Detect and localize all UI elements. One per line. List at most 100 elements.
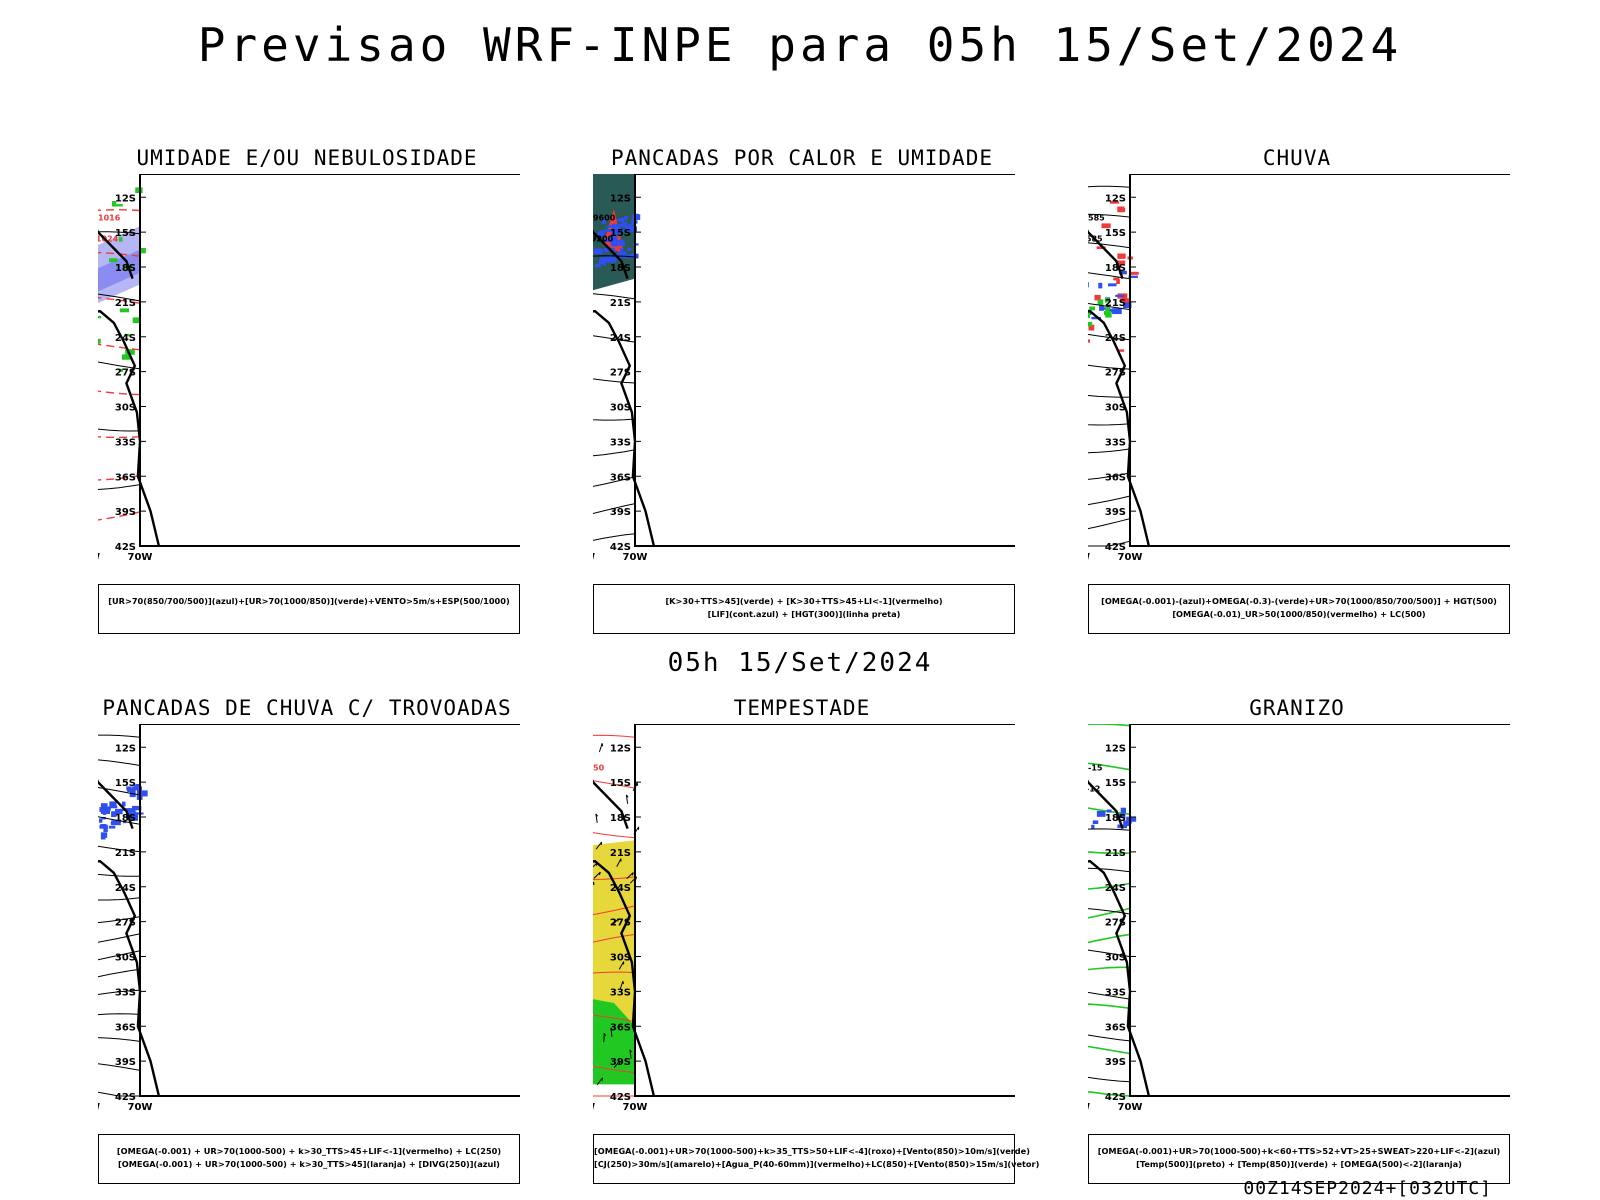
lat-tick-label: 39S bbox=[1105, 1057, 1126, 1068]
lat-tick-label: 30S bbox=[115, 403, 136, 414]
omega-blue bbox=[1091, 316, 1101, 320]
map-frame bbox=[1129, 724, 1510, 1097]
wind850-vector bbox=[595, 813, 598, 823]
lat-tick-label: 18S bbox=[115, 813, 136, 824]
lat-tick-label: 12S bbox=[115, 193, 136, 204]
rh-low-level-green bbox=[135, 187, 143, 194]
wind850-vector bbox=[595, 813, 599, 817]
omega-rh-red bbox=[1088, 339, 1091, 343]
page-title: Previsao WRF-INPE para 05h 15/Set/2024 bbox=[197, 18, 1403, 72]
omega-green bbox=[1105, 313, 1112, 318]
contour-label: 9600 bbox=[593, 214, 616, 223]
map-umidade: 1016101210161020102010121016102010201024… bbox=[98, 174, 520, 563]
divergence-blue bbox=[99, 807, 109, 812]
map-background bbox=[635, 724, 1015, 1096]
omega-rh-red bbox=[1121, 298, 1130, 303]
lon-tick-label: 65W bbox=[1088, 1102, 1090, 1113]
map-frame bbox=[634, 174, 1015, 547]
panel-title: UMIDADE E/OU NEBULOSIDADE bbox=[136, 146, 478, 170]
panel-title: GRANIZO bbox=[1249, 696, 1345, 720]
panel-trovoadas: PANCADAS DE CHUVA C/ TROVOADAS 12S 15S 18S… bbox=[72, 696, 542, 1184]
contour-label: 9200 bbox=[593, 234, 614, 243]
legend-line: [UR>70(850/700/500)](azul)+[UR>70(1000/8… bbox=[108, 596, 510, 606]
divergence-blue bbox=[124, 808, 133, 811]
lifted-index-contour bbox=[611, 247, 616, 253]
wind850-vector bbox=[625, 794, 629, 798]
omega-blue bbox=[1112, 308, 1122, 315]
divergence-blue bbox=[100, 803, 108, 808]
country-border bbox=[98, 779, 134, 830]
lat-tick-label: 24S bbox=[610, 883, 631, 894]
lat-tick-label: 18S bbox=[1105, 813, 1126, 824]
lifted-index-contour bbox=[621, 221, 628, 228]
divergence-blue bbox=[111, 814, 116, 817]
omega-green bbox=[1105, 307, 1110, 312]
map-frame bbox=[634, 724, 1015, 1097]
contour-label: -15 bbox=[1088, 764, 1103, 773]
rh-low-level-green bbox=[122, 354, 131, 360]
wind850-vector bbox=[629, 1049, 633, 1053]
panel-title: CHUVA bbox=[1262, 146, 1332, 170]
lat-tick-label: 12S bbox=[115, 743, 136, 754]
rh-low-level-green bbox=[124, 333, 130, 337]
omega-green bbox=[1097, 299, 1104, 306]
rh-low-level-green bbox=[118, 368, 124, 372]
lifted-index-contour bbox=[618, 217, 625, 222]
lifted-index-contour bbox=[598, 259, 605, 265]
divergence-blue bbox=[111, 811, 117, 818]
lat-tick-label: 24S bbox=[1105, 333, 1126, 344]
hail-index-blue bbox=[1091, 824, 1095, 829]
contour-label: 585 bbox=[1088, 214, 1105, 223]
panel-legend: [OMEGA(-0.001)-(azul)+OMEGA(-0.3)-(verde… bbox=[1088, 584, 1510, 634]
lat-tick-label: 12S bbox=[610, 193, 631, 204]
rh-low-level-green bbox=[139, 248, 146, 254]
lat-tick-label: 36S bbox=[115, 1022, 136, 1033]
omega-rh-red bbox=[1101, 223, 1111, 229]
lat-tick-label: 18S bbox=[610, 813, 631, 824]
omega-rh-red bbox=[1094, 294, 1101, 301]
wind850-vector bbox=[598, 743, 603, 753]
lat-tick-label: 30S bbox=[1105, 403, 1126, 414]
lat-tick-label: 18S bbox=[1105, 263, 1126, 274]
lat-tick-label: 15S bbox=[115, 228, 136, 239]
lifted-index-contour bbox=[610, 240, 619, 247]
lat-tick-label: 15S bbox=[1105, 228, 1126, 239]
contour-label: 1024 bbox=[98, 234, 119, 243]
lat-tick-label: 39S bbox=[115, 1057, 136, 1068]
wind850-vector bbox=[629, 1049, 632, 1059]
lat-tick-label: 24S bbox=[115, 883, 136, 894]
wind850-vector bbox=[617, 918, 619, 922]
divergence-blue bbox=[119, 808, 127, 811]
lat-tick-label: 39S bbox=[1105, 507, 1126, 518]
omega-green bbox=[1105, 297, 1109, 303]
country-border bbox=[593, 229, 629, 280]
lat-tick-label: 12S bbox=[610, 743, 631, 754]
lifted-index-contour bbox=[618, 251, 625, 254]
panel-pancadas-calor: PANCADAS POR CALOR E UMIDADE 96009520944… bbox=[567, 146, 1037, 634]
panel-legend: [OMEGA(-0.001)+UR>70(1000-500)+k<60+TTS>… bbox=[1088, 1134, 1510, 1184]
wind850-vector bbox=[636, 782, 639, 786]
country-border bbox=[1088, 779, 1124, 830]
lat-tick-label: 15S bbox=[610, 228, 631, 239]
lifted-index-contour bbox=[614, 239, 625, 243]
wind850-vector bbox=[598, 871, 601, 876]
omega-green bbox=[1088, 312, 1091, 319]
lat-tick-label: 33S bbox=[610, 437, 631, 448]
panel-title: TEMPESTADE bbox=[733, 696, 871, 720]
lifted-index-contour bbox=[614, 253, 623, 257]
omega-rh-red bbox=[1117, 349, 1125, 352]
hail-index-blue bbox=[1123, 820, 1131, 827]
lifted-index-contour bbox=[618, 242, 625, 246]
lat-tick-label: 33S bbox=[1105, 987, 1126, 998]
forecast-time-subtitle: 05h 15/Set/2024 bbox=[667, 648, 933, 678]
wind850-vector bbox=[631, 872, 634, 876]
lon-tick-label: 65W bbox=[1088, 552, 1090, 563]
legend-line: [OMEGA(-0.001)-(azul)+OMEGA(-0.3)-(verde… bbox=[1101, 596, 1497, 606]
lat-tick-label: 21S bbox=[115, 298, 136, 309]
lifted-index-contour bbox=[617, 228, 625, 232]
lifted-index-contour bbox=[598, 230, 605, 235]
lat-tick-label: 27S bbox=[1105, 368, 1126, 379]
lat-tick-label: 30S bbox=[115, 953, 136, 964]
lifted-index-contour bbox=[612, 234, 618, 239]
jet-core-yellow bbox=[593, 840, 635, 1050]
